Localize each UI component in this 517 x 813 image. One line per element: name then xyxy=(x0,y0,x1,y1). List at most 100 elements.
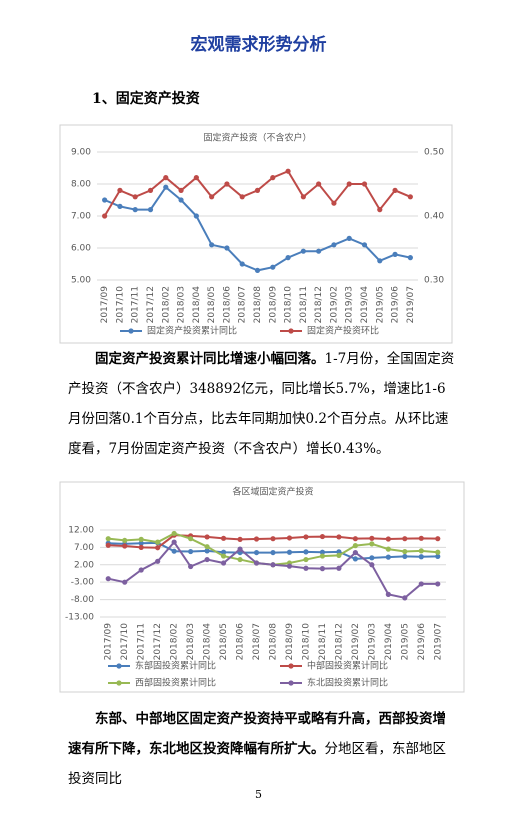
data-point xyxy=(418,581,424,587)
data-point xyxy=(303,565,309,571)
y-tick-label: -13.00 xyxy=(65,613,94,623)
data-point xyxy=(402,536,408,542)
legend-label: 中部固投资累计同比 xyxy=(307,660,388,672)
y-tick-label: 2.00 xyxy=(74,560,94,570)
x-tick-label: 2018/02 xyxy=(170,623,180,660)
data-point xyxy=(209,242,215,248)
x-tick-label: 2019/02 xyxy=(351,623,361,660)
x-tick-label: 2018/07 xyxy=(252,623,262,660)
legend-marker xyxy=(288,680,294,686)
data-point xyxy=(435,553,441,560)
legend-marker xyxy=(128,328,134,334)
data-point xyxy=(319,533,326,540)
chart-frame xyxy=(59,124,453,344)
x-tick-label: 2018/06 xyxy=(236,623,246,661)
x-tick-label: 2017/12 xyxy=(153,623,163,660)
data-point xyxy=(316,248,322,254)
data-point xyxy=(331,242,337,248)
x-tick-label: 2017/09 xyxy=(100,286,110,324)
data-point xyxy=(237,546,243,552)
y-tick-label: 12.00 xyxy=(68,525,94,535)
legend-marker xyxy=(288,328,294,334)
data-point xyxy=(193,213,199,219)
data-point xyxy=(270,264,276,270)
series-line xyxy=(104,185,411,272)
data-point xyxy=(253,560,260,566)
data-point xyxy=(300,194,306,200)
data-point xyxy=(155,545,161,551)
x-tick-label: 2018/04 xyxy=(203,623,213,661)
data-point xyxy=(336,534,342,540)
data-point xyxy=(270,549,276,556)
data-point xyxy=(336,565,342,571)
x-tick-label: 2018/12 xyxy=(334,623,344,660)
data-point xyxy=(178,187,184,193)
data-point xyxy=(239,194,245,200)
legend-marker xyxy=(288,663,294,669)
data-point xyxy=(418,535,424,541)
data-point xyxy=(171,530,177,537)
legend-label: 固定资产投资累计同比 xyxy=(147,325,237,337)
data-point xyxy=(369,541,375,547)
data-point xyxy=(369,562,375,568)
data-point xyxy=(147,187,154,193)
data-point xyxy=(300,248,306,254)
data-point xyxy=(407,194,413,200)
data-point xyxy=(122,579,128,585)
data-point xyxy=(171,548,177,554)
data-point xyxy=(163,175,169,181)
data-point xyxy=(178,197,184,203)
data-point xyxy=(204,548,210,554)
y-tick-label: 9.00 xyxy=(71,148,91,158)
x-tick-label: 2018/04 xyxy=(192,286,202,324)
data-point xyxy=(285,255,291,261)
data-point xyxy=(385,546,391,552)
data-point xyxy=(286,563,293,569)
data-point xyxy=(270,536,276,542)
data-point xyxy=(220,560,227,566)
x-tick-label: 2018/06 xyxy=(222,286,232,324)
data-point xyxy=(346,181,352,187)
body-text: 分地区看，东部地区投资同比 xyxy=(68,741,446,787)
bold-lead: 东部、中部地区固定资产投资持平或略有升高，西部投资增速有所下降，东北地区投资降幅… xyxy=(68,711,446,757)
data-point xyxy=(209,194,215,200)
data-point xyxy=(224,181,230,187)
y-tick-label: 5.00 xyxy=(71,276,91,286)
x-tick-label: 2017/10 xyxy=(115,286,125,324)
data-point xyxy=(254,187,261,193)
data-point xyxy=(155,558,161,564)
data-point xyxy=(331,200,337,206)
y-tick-label: 6.00 xyxy=(71,244,91,254)
data-point xyxy=(402,548,408,555)
x-tick-label: 2018/11 xyxy=(318,623,328,660)
data-point xyxy=(138,540,144,546)
data-point xyxy=(303,556,309,563)
data-point xyxy=(285,168,291,174)
paragraph: 固定资产投资累计同比增速小幅回落。1-7月份，全国固定资产投资（不含农户）348… xyxy=(68,344,458,464)
bold-lead: 固定资产投资累计同比增速小幅回落。 xyxy=(95,351,325,367)
data-point xyxy=(117,203,123,209)
data-point xyxy=(204,544,210,550)
data-point xyxy=(270,175,276,181)
y-tick-label: 7.00 xyxy=(74,543,94,553)
data-point xyxy=(105,576,111,582)
paragraph: 东部、中部地区固定资产投资持平或略有升高，西部投资增速有所下降，东北地区投资降幅… xyxy=(68,704,458,794)
data-point xyxy=(385,536,391,542)
page-number: 5 xyxy=(255,788,262,801)
legend-marker xyxy=(116,680,122,686)
chart-title: 固定资产投资（不含农户） xyxy=(203,132,311,144)
data-point xyxy=(253,536,260,542)
data-point xyxy=(237,556,243,563)
data-point xyxy=(352,556,358,562)
data-point xyxy=(204,556,210,563)
data-point xyxy=(369,555,375,561)
data-point xyxy=(319,549,326,555)
data-point xyxy=(188,536,194,542)
data-point xyxy=(254,267,261,273)
data-point xyxy=(122,543,128,549)
data-point xyxy=(319,553,326,559)
data-point xyxy=(377,207,383,213)
legend-label: 东部固投资累计同比 xyxy=(135,660,216,672)
